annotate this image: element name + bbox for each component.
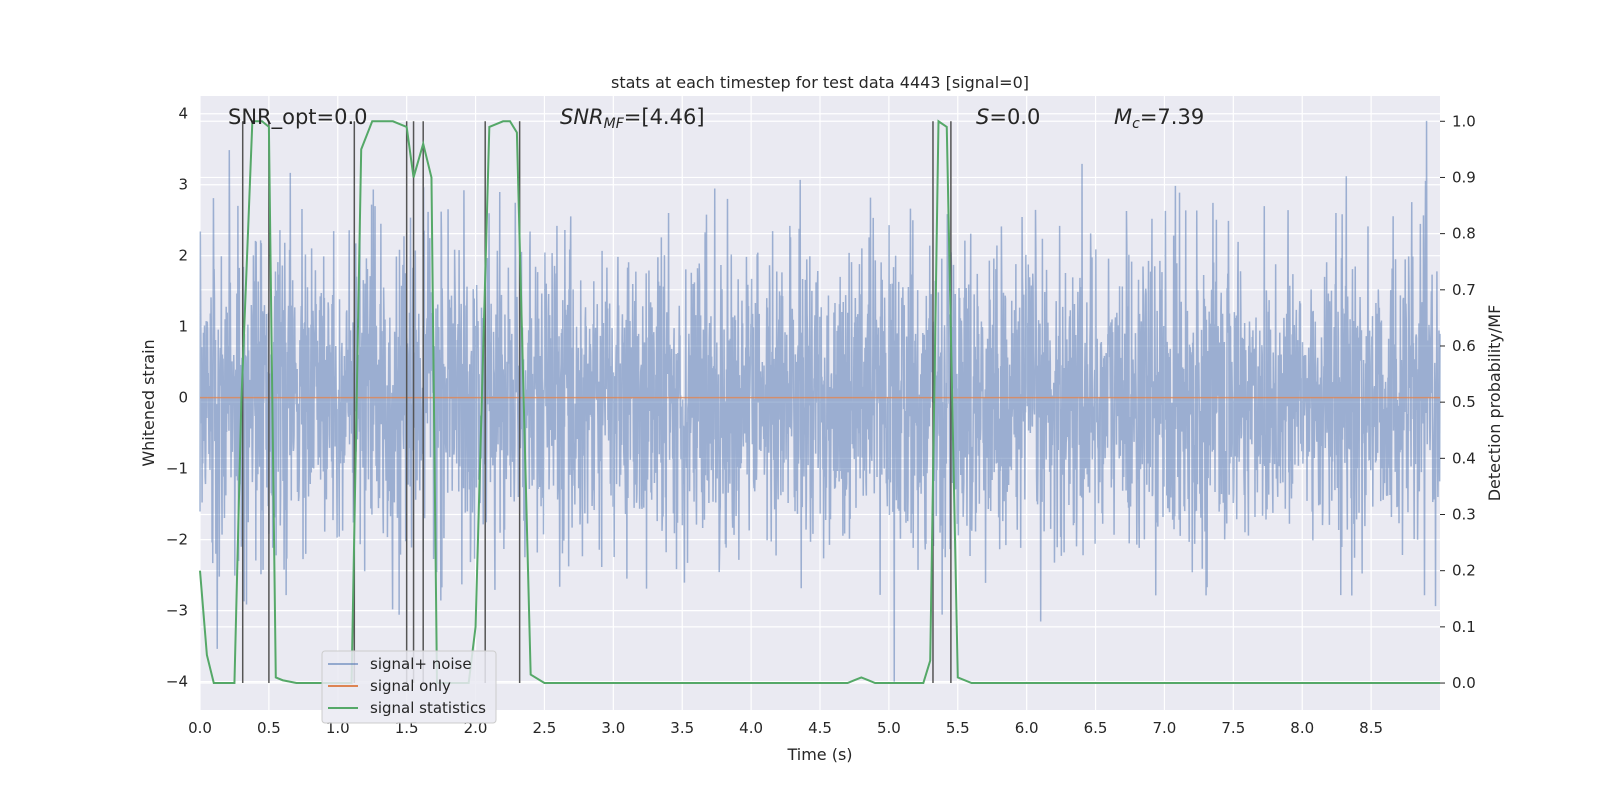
y-right-tick-label-0: 1.0 (1452, 112, 1476, 130)
x-tick-label-14: 7.0 (1153, 719, 1177, 737)
x-tick-label-17: 8.5 (1359, 719, 1383, 737)
y-right-tick-label-2: 0.8 (1452, 225, 1476, 243)
annotation-s-main: S (976, 105, 989, 129)
x-tick-label-16: 8.0 (1290, 719, 1314, 737)
x-tick-label-10: 5.0 (877, 719, 901, 737)
annotation-snr-opt: SNR_opt=0.0 (228, 105, 368, 130)
y-right-tick-label-7: 0.3 (1452, 506, 1476, 524)
x-tick-label-15: 7.5 (1221, 719, 1245, 737)
y-left-tick-label-2: 2 (178, 247, 188, 265)
y-right-tick-label-9: 0.1 (1452, 618, 1476, 636)
y-right-tick-label-10: 0.0 (1452, 674, 1476, 692)
x-tick-label-1: 0.5 (257, 719, 281, 737)
annotation-mc-sub: c (1132, 116, 1140, 132)
annotation-mc: Mc=7.39 (1114, 105, 1204, 132)
y-left-tick-label-6: −2 (166, 531, 188, 549)
y-left-tick-label-3: 1 (178, 318, 188, 336)
chart-title: stats at each timestep for test data 444… (611, 73, 1029, 92)
annotation-s-value: =0.0 (989, 105, 1040, 129)
x-tick-label-13: 6.5 (1084, 719, 1108, 737)
annotation-snr-mf-value: =[4.46] (624, 105, 705, 129)
x-tick-label-8: 4.0 (739, 719, 763, 737)
legend-label-signal-only: signal only (370, 677, 451, 695)
x-tick-label-9: 4.5 (808, 719, 832, 737)
x-tick-label-5: 2.5 (533, 719, 557, 737)
legend-label-signal-statistics: signal statistics (370, 699, 486, 717)
y-right-tick-label-6: 0.4 (1452, 449, 1476, 467)
y-left-tick-label-4: 0 (178, 389, 188, 407)
y-left-tick-label-0: 4 (178, 105, 188, 123)
annotation-mc-main: M (1114, 105, 1132, 129)
annotation-snr-mf: SNRMF=[4.46] (560, 105, 705, 132)
y-right-tick-label-4: 0.6 (1452, 337, 1476, 355)
legend: signal+ noise signal only signal statist… (321, 650, 497, 724)
y-right-tick-label-1: 0.9 (1452, 168, 1476, 186)
x-tick-label-7: 3.5 (670, 719, 694, 737)
legend-box (321, 650, 497, 724)
y-right-tick-label-3: 0.7 (1452, 281, 1476, 299)
annotation-mc-value: =7.39 (1140, 105, 1204, 129)
annotation-s: S=0.0 (976, 105, 1040, 129)
x-tick-label-11: 5.5 (946, 719, 970, 737)
annotation-snr-mf-main: SNR (560, 105, 604, 129)
annotation-snr-mf-sub: MF (604, 116, 625, 132)
y-right-tick-label-5: 0.5 (1452, 393, 1476, 411)
y-left-tick-label-8: −4 (166, 673, 188, 691)
y-left-tick-label-1: 3 (178, 176, 188, 194)
legend-label-signal-noise: signal+ noise (370, 655, 472, 673)
y-right-tick-labels: 1.0 0.9 0.8 0.7 0.6 0.5 0.4 0.3 0.2 0.1 0.0 (1440, 112, 1476, 692)
y-left-tick-label-5: −1 (166, 460, 188, 478)
y-left-tick-label-7: −3 (166, 602, 188, 620)
y-left-tick-labels: 4 3 2 1 0 −1 −2 −3 −4 (166, 105, 188, 691)
x-tick-label-0: 0.0 (188, 719, 212, 737)
x-axis-label: Time (s) (786, 745, 852, 764)
y-left-axis-label: Whitened strain (139, 339, 158, 466)
y-right-axis-label: Detection probability/MF (1485, 305, 1504, 502)
x-tick-label-12: 6.0 (1015, 719, 1039, 737)
x-tick-label-6: 3.0 (601, 719, 625, 737)
vertical-markers (241, 121, 952, 684)
y-right-tick-label-8: 0.2 (1452, 562, 1476, 580)
